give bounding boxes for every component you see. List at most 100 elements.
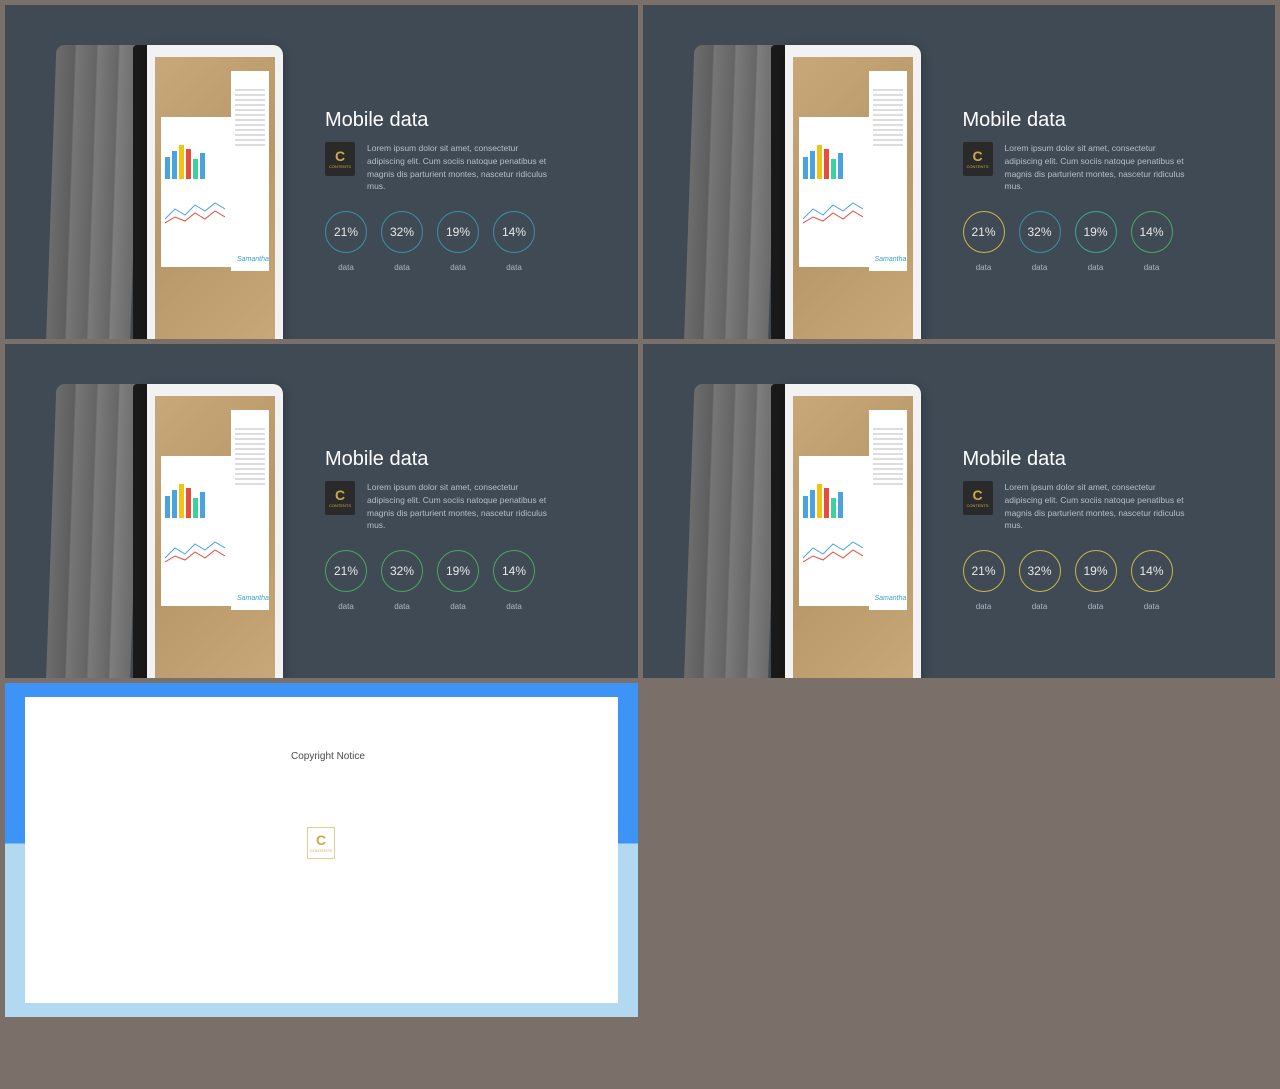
doc-left (799, 117, 869, 267)
stat-4: 14% data (493, 550, 535, 611)
stat-1: 21% data (325, 211, 367, 272)
tablet-body: Samantha (785, 45, 921, 339)
stat-3: 19% data (437, 550, 479, 611)
tablet-body: Samantha (147, 384, 283, 678)
mini-bar-chart (165, 480, 227, 518)
slide-content: Mobile data C CONTENTS Lorem ipsum dolor… (963, 109, 1252, 272)
stats-row: 21%data 32% data 19% data 14% data (963, 550, 1252, 611)
slide-content: Mobile data C CONTENTS Lorem ipsum dolor… (963, 448, 1252, 611)
slide-description: Lorem ipsum dolor sit amet, consectetur … (367, 142, 557, 193)
slide-title: Mobile data (325, 448, 614, 471)
device-mockup: Samantha (689, 384, 919, 678)
copyright-title: Copyright Notice (291, 751, 365, 762)
slide-2: Samantha Mobile data (643, 5, 1276, 339)
contents-badge: C CONTENTS (325, 142, 355, 176)
stat-label: data (325, 602, 367, 611)
slide-3: Samantha Mobile data (5, 344, 638, 678)
stat-label: data (437, 602, 479, 611)
slide-title: Mobile data (963, 109, 1252, 132)
stat-ring: 19% (437, 550, 479, 592)
device-mockup: Samantha (51, 45, 281, 339)
stat-label: data (963, 263, 1005, 272)
copyright-inner: Copyright Notice C CONTENTS (25, 697, 618, 1003)
slide-copyright: Copyright Notice C CONTENTS (5, 683, 638, 1017)
mini-line-chart (803, 536, 863, 566)
slide-description: Lorem ipsum dolor sit amet, consectetur … (1005, 481, 1195, 532)
tablet-body: Samantha (785, 384, 921, 678)
stat-2: 32% data (381, 550, 423, 611)
device-mockup: Samantha (51, 384, 281, 678)
stat-label: data (493, 263, 535, 272)
stat-label: data (963, 602, 1005, 611)
mini-bar-chart (803, 480, 865, 518)
tablet-cover (683, 384, 778, 678)
doc-right: Samantha (231, 410, 269, 610)
tablet-cover (46, 45, 141, 339)
stat-ring: 21% (963, 211, 1005, 253)
slide-content: Mobile data C CONTENTS Lorem ipsum dolor… (325, 109, 614, 272)
stat-label: data (1131, 263, 1173, 272)
stat-ring: 21% (325, 211, 367, 253)
stat-ring: 32% (381, 211, 423, 253)
contents-badge: C CONTENTS (963, 142, 993, 176)
stat-label: data (381, 263, 423, 272)
stat-3: 19% data (1075, 550, 1117, 611)
stat-1: 21%data (963, 550, 1005, 611)
stats-row: 21% data 32% data 19% data 14% data (325, 211, 614, 272)
stat-ring: 14% (493, 211, 535, 253)
stat-ring: 19% (1075, 211, 1117, 253)
tablet-screen: Samantha (155, 396, 275, 678)
doc-right: Samantha (869, 410, 907, 610)
stat-1: 21% data (963, 211, 1005, 272)
stat-ring: 21% (325, 550, 367, 592)
stat-ring: 14% (493, 550, 535, 592)
contents-badge: C CONTENTS (963, 481, 993, 515)
stat-label: data (1019, 602, 1061, 611)
stat-2: 32% data (1019, 550, 1061, 611)
stat-label: data (437, 263, 479, 272)
stat-label: data (1075, 263, 1117, 272)
doc-right: Samantha (869, 71, 907, 271)
stat-3: 19% data (437, 211, 479, 272)
slide-grid: Samantha Mobile data (0, 0, 1280, 1022)
mini-line-chart (165, 536, 225, 566)
slide-content: Mobile data C CONTENTS Lorem ipsum dolor… (325, 448, 614, 611)
stat-label: data (1131, 602, 1173, 611)
doc-left (799, 456, 869, 606)
stat-label: data (325, 263, 367, 272)
tablet-screen: Samantha (793, 57, 913, 339)
stat-label: data (1019, 263, 1061, 272)
stat-ring: 32% (1019, 550, 1061, 592)
stat-4: 14% data (493, 211, 535, 272)
tablet-cover (46, 384, 141, 678)
stat-4: 14% data (1131, 550, 1173, 611)
slide-title: Mobile data (963, 448, 1252, 471)
stat-label: data (381, 602, 423, 611)
stat-ring: 32% (1019, 211, 1061, 253)
doc-right: Samantha (231, 71, 269, 271)
empty-cell (643, 683, 1276, 1017)
stat-ring: 14% (1131, 550, 1173, 592)
stat-ring: 32% (381, 550, 423, 592)
stat-4: 14%data (1131, 211, 1173, 272)
mini-bar-chart (165, 141, 227, 179)
tablet-screen: Samantha (155, 57, 275, 339)
stat-label: data (1075, 602, 1117, 611)
stat-3: 19% data (1075, 211, 1117, 272)
slide-4: Samantha Mobile data (643, 344, 1276, 678)
stat-label: data (493, 602, 535, 611)
stat-2: 32% data (381, 211, 423, 272)
slide-1: Samantha Mobile data (5, 5, 638, 339)
tablet-body: Samantha (147, 45, 283, 339)
stat-2: 32% data (1019, 211, 1061, 272)
stat-ring: 19% (437, 211, 479, 253)
contents-badge: C CONTENTS (307, 827, 335, 859)
mini-bar-chart (803, 141, 865, 179)
device-mockup: Samantha (689, 45, 919, 339)
stat-ring: 19% (1075, 550, 1117, 592)
mini-line-chart (165, 197, 225, 227)
slide-description: Lorem ipsum dolor sit amet, consectetur … (367, 481, 557, 532)
doc-left (161, 456, 231, 606)
contents-badge: C CONTENTS (325, 481, 355, 515)
stats-row: 21% data 32% data 19% data 14%data (963, 211, 1252, 272)
